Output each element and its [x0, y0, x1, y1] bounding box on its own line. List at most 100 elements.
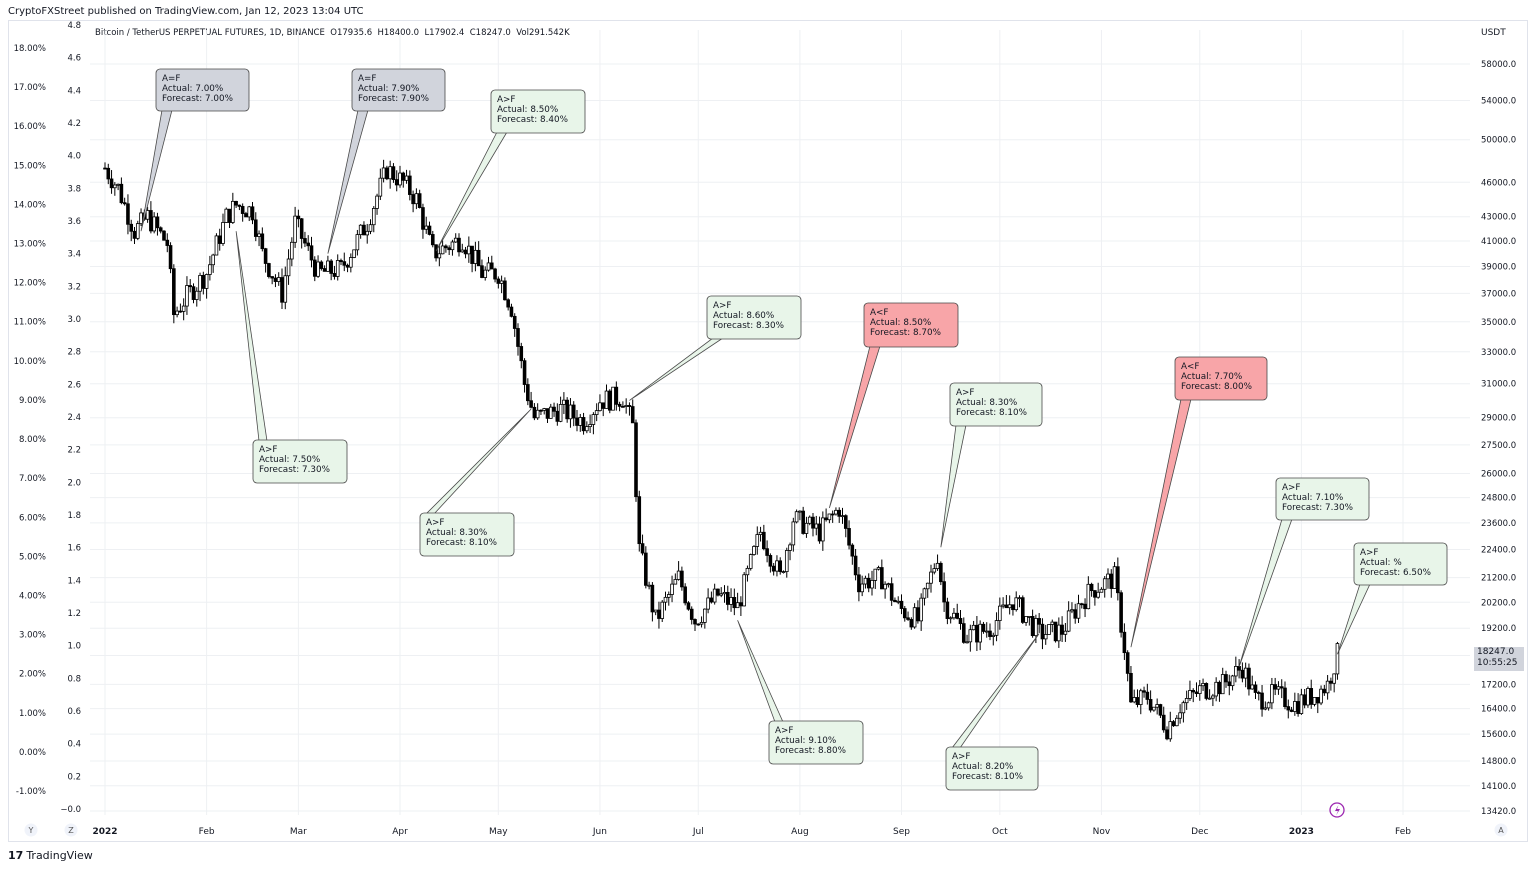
candle-body — [1135, 697, 1140, 705]
candle-body — [529, 400, 533, 408]
candle-body — [673, 579, 678, 585]
candle-body — [109, 178, 114, 189]
callout-actual: Actual: 8.30% — [956, 398, 1017, 408]
price-axis-unit: USDT — [1481, 28, 1506, 38]
candle-body — [522, 360, 527, 385]
value-tick-label: 1.4 — [67, 576, 81, 586]
candle-body — [398, 172, 402, 186]
candle-body — [1237, 666, 1241, 671]
callout-head: A>F — [775, 726, 793, 736]
candle-body — [453, 237, 458, 243]
axis-button-bg — [24, 823, 38, 837]
pct-tick-label: 10.00% — [14, 357, 46, 367]
candle-body — [1309, 688, 1314, 705]
candle-body — [509, 306, 514, 317]
candle-body — [588, 424, 592, 428]
candle-body — [355, 234, 360, 251]
candle-body — [1020, 597, 1025, 623]
callout-box — [863, 302, 959, 348]
candle-body — [703, 608, 707, 623]
candle-body — [273, 277, 278, 282]
candle-body — [752, 546, 756, 555]
candle-body — [948, 617, 953, 620]
candle-body — [476, 249, 481, 267]
price-tick-label: 54000.0 — [1481, 96, 1516, 106]
candle-body — [1001, 604, 1005, 607]
candle-body — [1109, 573, 1114, 589]
candle-body — [830, 513, 835, 516]
candle-body — [306, 242, 311, 247]
candle-body — [850, 544, 855, 557]
candle-body — [670, 583, 674, 595]
tradingview-logo[interactable]: 17 TradingView — [8, 849, 93, 862]
candle-body — [870, 580, 874, 589]
candle-body — [909, 619, 914, 628]
callout-actual: Actual: % — [1360, 558, 1402, 568]
value-tick-label: 2.4 — [67, 413, 81, 423]
candle-body — [1017, 597, 1022, 600]
candle-body — [1116, 566, 1120, 594]
candle-body — [378, 177, 383, 197]
candle-body — [961, 623, 966, 643]
candle-body — [388, 166, 392, 180]
current-price-label: 18247.0 10:55:25 — [1474, 647, 1524, 671]
candle-body — [463, 249, 468, 255]
candle-body — [113, 184, 117, 189]
candle-body — [975, 624, 979, 643]
candle-body — [686, 602, 691, 610]
callout-forecast: Forecast: 8.70% — [870, 328, 941, 338]
candle-body — [929, 571, 933, 584]
price-tick-label: 27500.0 — [1481, 441, 1516, 451]
callout-head: A>F — [1360, 548, 1378, 558]
candle-body — [250, 206, 255, 221]
candle-body — [1263, 707, 1268, 710]
candle-body — [568, 404, 573, 420]
candle-body — [978, 623, 982, 643]
candle-body — [935, 562, 940, 570]
callout-pointer — [737, 620, 784, 723]
price-tick-label: 50000.0 — [1481, 136, 1516, 146]
value-tick-label: 4.2 — [67, 119, 81, 129]
callout-forecast: Forecast: 7.30% — [1282, 503, 1353, 513]
candle-body — [1230, 675, 1235, 687]
callout-actual: Actual: 7.50% — [259, 455, 320, 465]
pct-tick-label: 18.00% — [14, 44, 46, 54]
candle-body — [886, 583, 891, 586]
candle-body — [857, 574, 861, 593]
candle-body — [811, 516, 815, 529]
pct-tick-label: 9.00% — [19, 396, 46, 406]
time-tick-label: Jun — [592, 827, 607, 837]
value-tick-label: 4.6 — [67, 54, 81, 64]
candle-body — [1197, 685, 1202, 694]
pct-tick-label: 14.00% — [14, 200, 46, 210]
candle-body — [1250, 684, 1255, 690]
candle-body — [234, 200, 238, 206]
price-tick-label: 58000.0 — [1481, 60, 1516, 70]
candle-body — [178, 310, 183, 313]
candle-body — [984, 630, 989, 633]
axis-button-bg — [64, 823, 78, 837]
candle-body — [1060, 624, 1064, 635]
candle-body — [375, 195, 379, 209]
candle-body — [385, 167, 389, 180]
candle-body — [922, 588, 927, 599]
candle-body — [1050, 621, 1055, 625]
candle-body — [434, 244, 438, 259]
candle-body — [1083, 603, 1087, 610]
candle-body — [1184, 698, 1189, 704]
symbol-ohlc-legend[interactable]: Bitcoin / TetherUS PERPETUAL FUTURES, 1D… — [95, 28, 570, 38]
candle-body — [1243, 667, 1248, 679]
candle-body — [240, 206, 245, 214]
candle-body — [244, 213, 248, 218]
candle-body — [1171, 721, 1176, 727]
price-tick-label: 16400.0 — [1481, 705, 1516, 715]
candle-body — [447, 247, 451, 251]
candle-body — [745, 567, 750, 576]
candle-body — [699, 621, 704, 625]
candle-body — [499, 280, 504, 284]
candle-body — [604, 390, 609, 409]
candle-body — [860, 583, 864, 593]
